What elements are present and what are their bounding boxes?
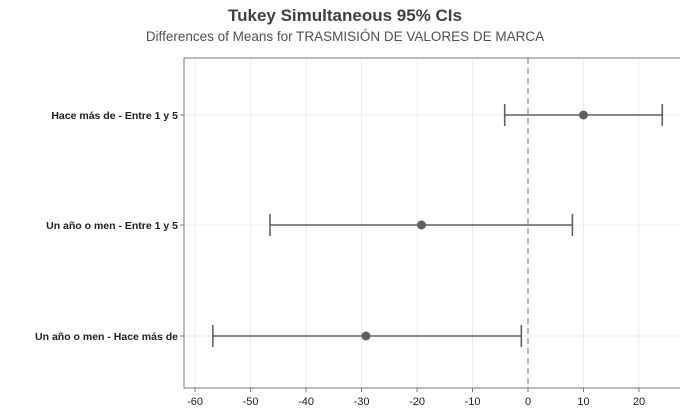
x-tick-label: -60 [187, 396, 203, 408]
y-axis-categories: Hace más de - Entre 1 y 5 Un año o men - … [35, 110, 178, 343]
x-tick-label: 20 [633, 396, 645, 408]
category-label: Un año o men - Entre 1 y 5 [46, 220, 178, 232]
x-tick-label: -50 [243, 396, 259, 408]
plot-frame [183, 57, 680, 389]
x-axis: -60-50-40-30-20-100102030 [180, 114, 645, 408]
x-tick-label: -20 [409, 396, 425, 408]
mean-point [361, 331, 371, 341]
x-tick-label: -10 [465, 396, 481, 408]
grid-lines [184, 58, 680, 388]
category-label: Un año o men - Hace más de [35, 331, 178, 343]
x-tick-label: -40 [298, 396, 314, 408]
mean-point [578, 110, 588, 120]
mean-point [416, 220, 426, 230]
chart-title: Tukey Simultaneous 95% CIs [228, 6, 462, 25]
chart-subtitle: Differences of Means for TRASMISIÓN DE V… [145, 29, 545, 44]
x-tick-label: 0 [525, 396, 531, 408]
interval-marks [212, 104, 664, 347]
x-tick-label: 10 [577, 396, 589, 408]
category-label: Hace más de - Entre 1 y 5 [51, 110, 178, 122]
x-tick-label: -30 [354, 396, 370, 408]
